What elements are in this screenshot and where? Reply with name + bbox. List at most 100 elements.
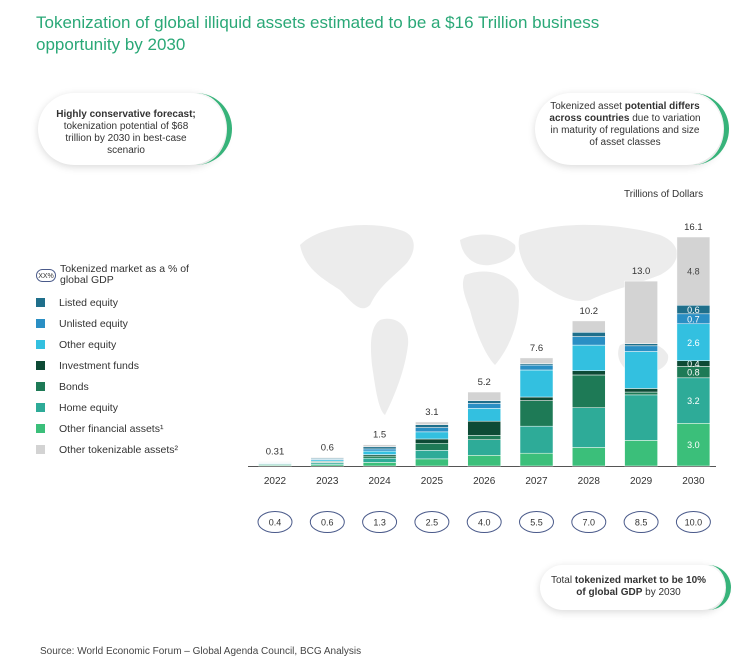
units-label: Trillions of Dollars <box>624 189 704 200</box>
bar-segment <box>624 280 658 344</box>
bar-segment <box>519 425 554 454</box>
bar-total-label: 10.2 <box>580 306 599 317</box>
gdp-pill <box>362 511 398 533</box>
legend-swatch <box>36 340 45 349</box>
bar-segment <box>258 461 292 463</box>
bar-segment <box>624 345 658 352</box>
gdp-percent-label: 5.5 <box>530 518 543 528</box>
bar-segment <box>624 343 658 347</box>
legend-swatch <box>36 319 45 328</box>
callout-right-pre: Tokenized asset <box>550 101 625 112</box>
bar-segment <box>519 357 554 364</box>
bar-segment <box>519 369 554 398</box>
legend-swatch <box>36 403 45 412</box>
bar-segment <box>572 320 606 333</box>
x-tick-label: 2026 <box>473 476 496 487</box>
callout-right-bold: potential differs across countries <box>549 101 700 124</box>
bar-total-label: 3.1 <box>425 407 438 418</box>
bar-segment <box>624 351 658 389</box>
bar-segment <box>310 462 345 465</box>
bar-segment <box>415 424 449 428</box>
bar-total-label: 13.0 <box>632 266 651 277</box>
x-tick-label: 2024 <box>368 476 391 487</box>
x-tick-label: 2022 <box>264 476 287 487</box>
bar-segment <box>362 444 397 448</box>
bar-total-label: 0.6 <box>321 442 334 453</box>
gdp-pill <box>571 511 607 533</box>
legend-item: Listed equity <box>36 292 190 313</box>
x-tick-label: 2027 <box>525 476 548 487</box>
gdp-callout: Total tokenized market to be 10% of glob… <box>540 565 731 610</box>
legend-swatch <box>36 424 45 433</box>
gdp-pill-icon: XX% <box>36 268 56 282</box>
countries-callout: Tokenized asset potential differs across… <box>535 93 729 165</box>
legend-items: Listed equity Unlisted equity Other equity… <box>36 292 190 460</box>
page-title: Tokenization of global illiquid assets e… <box>36 13 600 54</box>
legend-item: Bonds <box>36 376 190 397</box>
bar-total-label: 0.31 <box>266 447 285 458</box>
callout-arc-icon <box>684 93 729 165</box>
x-tick-label: 2029 <box>630 476 653 487</box>
legend-swatch <box>36 361 45 370</box>
bar-segment <box>415 442 449 451</box>
x-tick-label: 2030 <box>682 476 705 487</box>
gdp-percent-label: 0.4 <box>269 518 282 528</box>
gdp-percent-label: 4.0 <box>478 518 491 528</box>
gdp-percent-label: 1.3 <box>373 518 386 528</box>
bar-segment <box>519 452 554 467</box>
callout-bottom-text: by 2030 <box>642 587 681 598</box>
x-tick-label: 2025 <box>421 476 444 487</box>
bar-segment <box>519 364 554 371</box>
bar-segment <box>467 391 501 401</box>
gdp-percent-label: 0.6 <box>321 518 334 528</box>
bar-segment <box>624 394 658 441</box>
bar-segment <box>676 423 711 467</box>
callout-right-text: due to variation in maturity of regulati… <box>550 113 701 148</box>
bar-segment <box>415 458 449 467</box>
bar-segment <box>362 455 397 459</box>
bar-segment <box>572 344 606 371</box>
gdp-pill <box>414 511 450 533</box>
gdp-pill <box>675 511 711 533</box>
legend-item: Home equity <box>36 397 190 418</box>
legend-swatch <box>36 445 45 454</box>
legend-label: Other tokenizable assets² <box>59 443 179 456</box>
bar-segment <box>362 462 397 467</box>
bar-segment <box>362 450 397 455</box>
bar-segment <box>624 440 658 467</box>
bar-segment <box>467 408 501 422</box>
segment-label: 3.2 <box>687 396 700 406</box>
bar-segment <box>310 457 345 459</box>
x-tick-label: 2023 <box>316 476 339 487</box>
gdp-percent-label: 10.0 <box>685 518 703 528</box>
bar-segment <box>362 446 397 450</box>
bar-segment <box>624 391 658 396</box>
legend-label: Other equity <box>59 338 117 351</box>
segment-label: 2.6 <box>687 338 700 348</box>
callout-left-text: tokenization potential of $68 trillion b… <box>63 121 189 156</box>
legend-gdp-row: XX% Tokenized market as a % of global GD… <box>36 258 190 292</box>
bar-total-label: 16.1 <box>684 222 703 233</box>
source-note: Source: World Economic Forum – Global Ag… <box>40 646 362 657</box>
legend-item: Investment funds <box>36 355 190 376</box>
bar-segment <box>519 396 554 401</box>
segment-label: 3.0 <box>687 440 700 450</box>
gdp-pill <box>519 511 554 533</box>
gdp-percent-label: 2.5 <box>426 518 439 528</box>
bar-total-label: 7.6 <box>530 343 543 354</box>
segment-label: 0.6 <box>687 305 700 315</box>
legend-item: Unlisted equity <box>36 313 190 334</box>
bar-segment <box>572 370 606 376</box>
bar-segment <box>572 332 606 337</box>
legend-swatch <box>36 298 45 307</box>
bar-segment <box>467 400 501 404</box>
segment-label: 4.8 <box>687 267 700 277</box>
bar-segment <box>676 236 711 306</box>
callout-bottom-bold: tokenized market to be 10% of global GDP <box>574 575 707 598</box>
gdp-percent-label: 7.0 <box>583 518 596 528</box>
legend-label: Home equity <box>59 401 118 414</box>
bar-segment <box>467 403 501 409</box>
legend-label: Bonds <box>59 380 89 393</box>
callout-bottom-pre: Total <box>550 575 575 586</box>
bar-segment <box>415 427 449 433</box>
